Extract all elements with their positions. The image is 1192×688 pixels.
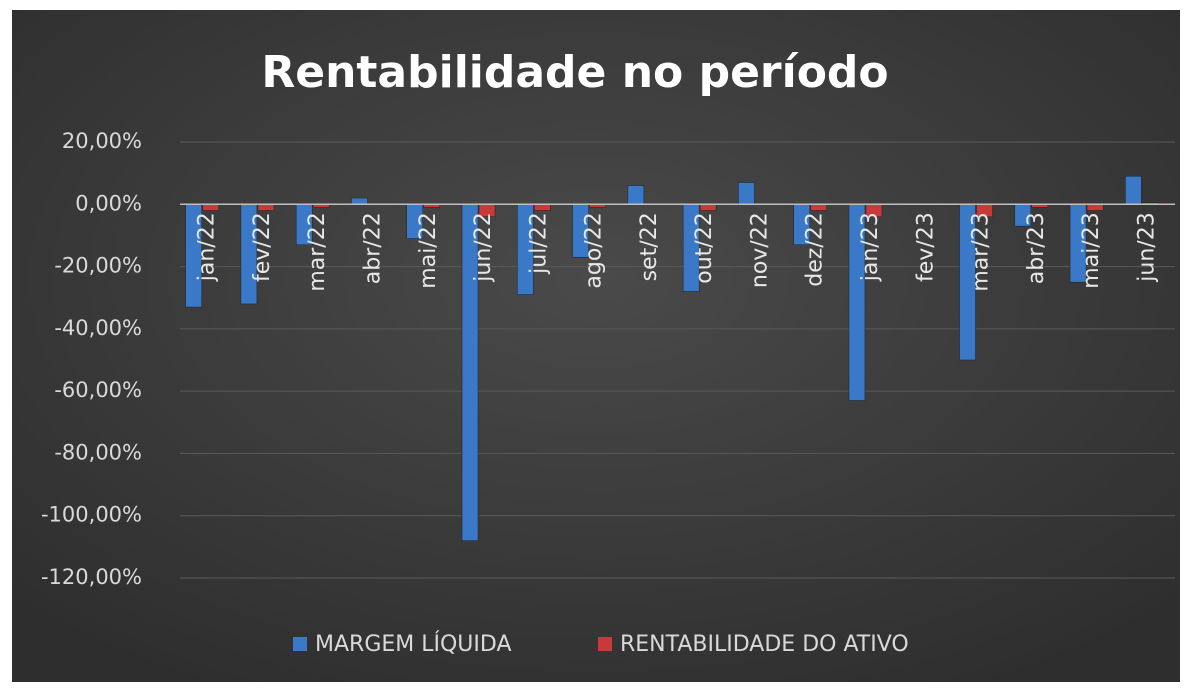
y-tick-label: -80,00% xyxy=(54,440,142,464)
y-tick-label: -40,00% xyxy=(54,316,142,340)
bar xyxy=(627,185,645,205)
bar xyxy=(738,182,755,205)
legend-label: MARGEM LÍQUIDA xyxy=(315,631,512,657)
bar xyxy=(257,204,275,211)
x-tick-label: ago/22 xyxy=(582,212,607,288)
y-tick-label: -20,00% xyxy=(54,254,142,278)
y-tick-label: 0,00% xyxy=(75,191,142,215)
x-tick-label: mar/23 xyxy=(969,212,994,291)
chart-background xyxy=(12,10,1180,682)
x-tick-label: mai/23 xyxy=(1079,212,1104,288)
x-tick-label: set/22 xyxy=(637,212,662,281)
bar xyxy=(1125,176,1142,205)
x-tick-label: fev/22 xyxy=(250,212,275,282)
legend-swatch xyxy=(293,637,307,651)
x-tick-label: out/22 xyxy=(692,212,717,283)
bar xyxy=(202,204,219,211)
y-tick-label: -60,00% xyxy=(54,378,142,402)
x-tick-label: jun/23 xyxy=(1134,212,1159,282)
legend-label: RENTABILIDADE DO ATIVO xyxy=(620,632,909,657)
x-tick-label: mai/22 xyxy=(416,212,441,288)
bar xyxy=(351,197,368,205)
bar xyxy=(699,204,717,211)
x-tick-label: jan/22 xyxy=(195,212,220,282)
y-tick-label: -100,00% xyxy=(41,503,142,527)
bar xyxy=(810,204,827,211)
bar xyxy=(534,204,551,211)
x-tick-label: abr/23 xyxy=(1024,212,1049,284)
x-tick-label: jan/23 xyxy=(858,212,883,282)
x-tick-label: dez/22 xyxy=(803,212,828,286)
bar xyxy=(1086,204,1104,211)
x-tick-label: jul/22 xyxy=(526,212,551,275)
x-tick-label: abr/22 xyxy=(360,212,385,284)
y-tick-label: -120,00% xyxy=(41,565,142,589)
y-tick-label: 20,00% xyxy=(62,129,142,153)
chart-title: Rentabilidade no período xyxy=(261,47,888,98)
x-tick-label: fev/23 xyxy=(913,212,938,282)
x-tick-label: mar/22 xyxy=(305,212,330,291)
legend-swatch xyxy=(598,637,612,651)
x-tick-label: jun/22 xyxy=(471,212,496,282)
x-tick-label: nov/22 xyxy=(747,212,772,288)
